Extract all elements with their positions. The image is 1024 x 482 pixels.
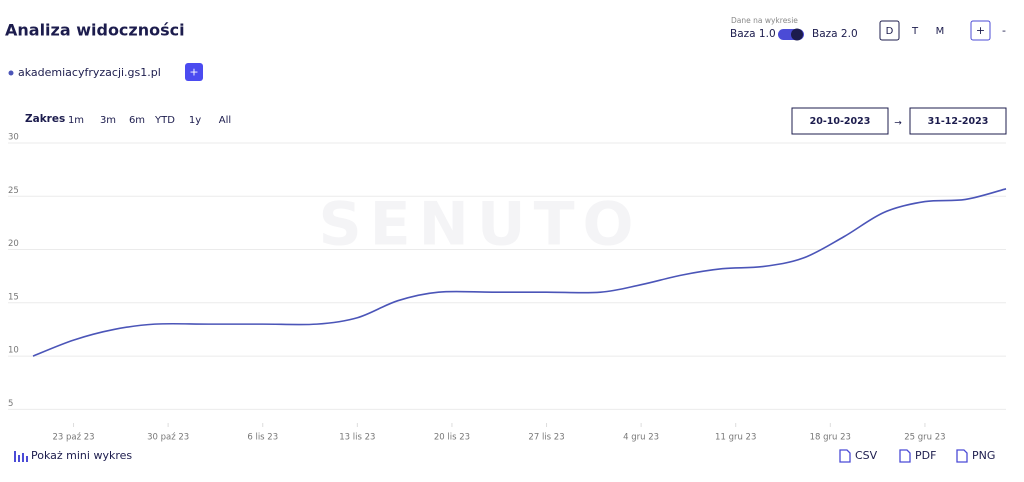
range-option[interactable]: 6m: [129, 115, 145, 126]
y-tick-label: 15: [8, 292, 19, 302]
export-button[interactable]: PDF: [915, 449, 936, 462]
date-to: 31-12-2023: [928, 116, 989, 127]
x-tick-label: 4 gru 23: [623, 433, 659, 443]
x-tick-label: 13 lis 23: [339, 433, 375, 443]
toggle-right[interactable]: Baza 2.0: [812, 28, 858, 40]
toggle-left[interactable]: Baza 1.0: [730, 28, 776, 40]
export-button[interactable]: PNG: [972, 449, 995, 462]
y-tick-label: 20: [8, 239, 19, 249]
series-line: [32, 188, 1007, 357]
date-from: 20-10-2023: [810, 116, 871, 127]
x-tick-label: 25 gru 23: [904, 433, 945, 443]
y-tick-label: 25: [8, 186, 19, 196]
toggle-knob: [791, 28, 803, 41]
data-label: Dane na wykresie: [731, 16, 798, 25]
x-tick-label: 30 paź 23: [147, 433, 189, 443]
mini-chart-toggle[interactable]: Pokaż mini wykres: [31, 449, 132, 462]
page-title: Analiza widoczności: [5, 21, 185, 40]
watermark: SENUTO: [318, 190, 641, 260]
series-dot: [8, 70, 14, 76]
chart: 5 10 15 20 25 30 23 paź 23 30 paź 23 6 lis 23 13 …: [8, 133, 1007, 443]
period[interactable]: T: [911, 26, 919, 37]
zoom-box: [970, 20, 991, 41]
period-box: [879, 20, 900, 41]
range-options: 1m 3m 6m YTD 1y All: [68, 115, 231, 126]
x-tick-label: 18 gru 23: [810, 433, 851, 443]
mini-chart-icon: [14, 451, 28, 462]
zoom-in[interactable]: +: [976, 24, 985, 37]
range-option[interactable]: 1y: [189, 115, 201, 126]
add-button[interactable]: [185, 63, 203, 81]
range-option[interactable]: 3m: [100, 115, 116, 126]
domain: akademiacyfryzacji.gs1.pl: [18, 66, 161, 79]
file-icon: [899, 449, 911, 463]
date-box[interactable]: [791, 107, 889, 135]
y-tick-label: 30: [8, 133, 19, 143]
export-button[interactable]: CSV: [855, 449, 878, 462]
range-label: Zakres: [25, 113, 65, 125]
file-icon: [839, 449, 851, 463]
period[interactable]: M: [936, 26, 945, 37]
x-tick-label: 27 lis 23: [528, 433, 564, 443]
y-tick-label: 10: [8, 346, 19, 356]
range-option[interactable]: 1m: [68, 115, 84, 126]
x-tick-label: 20 lis 23: [434, 433, 470, 443]
x-tick-label: 23 paź 23: [52, 433, 94, 443]
arrow: →: [894, 119, 902, 129]
range-option[interactable]: YTD: [154, 115, 175, 126]
y-tick-label: 5: [8, 399, 13, 409]
file-icon: [956, 449, 968, 463]
date-box[interactable]: [909, 107, 1007, 135]
add-icon: +: [189, 66, 198, 79]
zoom-out[interactable]: -: [1002, 24, 1006, 37]
period[interactable]: D: [886, 26, 894, 37]
x-tick-label: 11 gru 23: [715, 433, 756, 443]
range-option[interactable]: All: [219, 115, 231, 126]
x-tick-label: 6 lis 23: [247, 433, 278, 443]
exports: CSV PDF PNG: [839, 449, 995, 463]
